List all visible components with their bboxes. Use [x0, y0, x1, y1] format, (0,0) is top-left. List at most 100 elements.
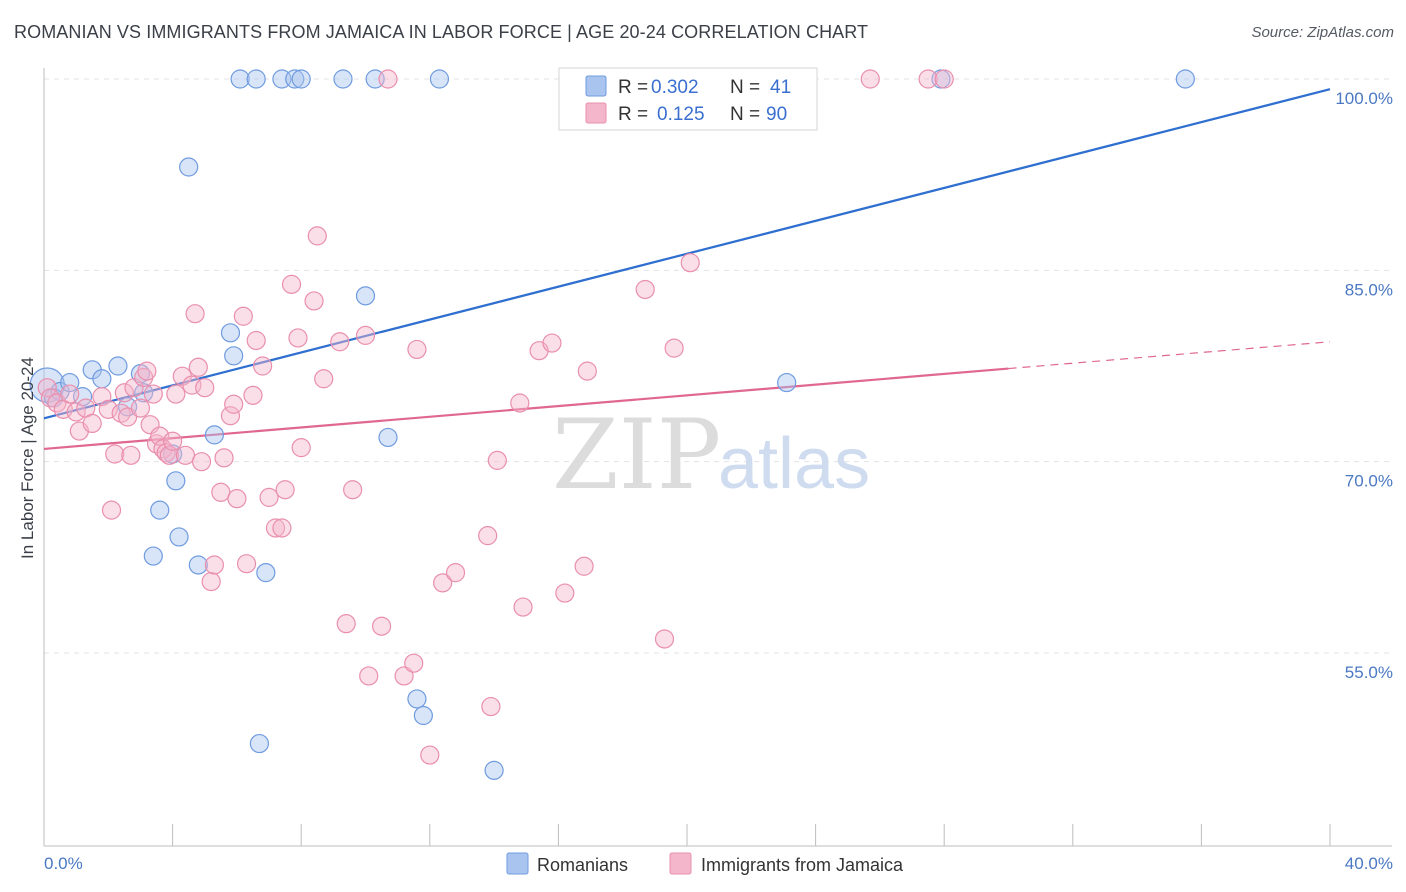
jamaica-point [233, 306, 253, 326]
series-legend-swatch-romanians [506, 852, 529, 875]
romanian-point [179, 157, 199, 177]
legend-r-label-jamaica: R = [618, 104, 648, 125]
jamaica-point [378, 69, 398, 89]
legend-n-label-jamaica: N = [730, 104, 760, 125]
jamaica-point [204, 555, 224, 575]
romanian-point [407, 689, 427, 709]
jamaica-point [236, 554, 257, 574]
y-tick-label: 100.0% [1335, 89, 1393, 108]
jamaica-point [211, 482, 231, 502]
jamaica-point [121, 445, 141, 465]
jamaica-point [137, 361, 157, 381]
x-tick-labels: 0.0% 40.0% [44, 854, 1393, 873]
jamaica-point [243, 385, 263, 405]
jamaica-point [101, 500, 122, 520]
jamaica-point [371, 616, 392, 636]
romanian-point [355, 286, 376, 306]
jamaica-point [291, 438, 311, 458]
series-legend-romanians: Romanians [537, 855, 628, 875]
series-legend-swatch-jamaica [669, 852, 692, 875]
jamaica-point [355, 325, 376, 345]
jamaica-point [150, 426, 170, 446]
romanian-point [224, 346, 244, 366]
jamaica-point [918, 69, 938, 89]
jamaica-point [394, 666, 414, 686]
romanian-point [143, 546, 163, 566]
romanian-point [92, 369, 112, 389]
source-credit: Source: ZipAtlas.com [1251, 24, 1394, 41]
jamaica-point [253, 356, 273, 376]
legend-n-value-jamaica: 90 [766, 104, 787, 125]
jamaica-point [343, 480, 363, 500]
jamaica-point [934, 69, 954, 89]
romanian-point [484, 760, 504, 780]
data-points [29, 69, 1195, 780]
stats-legend: R = 0.302 N = 41 R = 0.125 N = 90 [558, 67, 818, 131]
jamaica-point [288, 328, 308, 348]
romanian-point [429, 69, 450, 89]
jamaica-point [143, 384, 163, 404]
jamaica-point [259, 487, 279, 507]
jamaica-point [175, 445, 196, 465]
trend-line-extension-1 [1008, 341, 1331, 370]
jamaica-point [513, 597, 533, 617]
romanian-point [60, 372, 80, 393]
jamaica-point [433, 573, 453, 593]
series-legend-jamaica: Immigrants from Jamaica [701, 855, 904, 875]
jamaica-point [336, 614, 356, 634]
romanian-point [333, 69, 353, 89]
jamaica-point [635, 279, 655, 300]
y-tick-labels: 55.0% 70.0% 85.0% 100.0% [1335, 89, 1393, 682]
jamaica-point [445, 563, 466, 583]
jamaica-point [654, 629, 675, 649]
romanian-point [108, 356, 128, 376]
legend-swatch-romanians [585, 75, 607, 97]
chart-title: ROMANIAN VS IMMIGRANTS FROM JAMAICA IN L… [14, 22, 869, 42]
legend-swatch-jamaica [585, 102, 607, 124]
jamaica-point [156, 443, 176, 463]
legend-n-value-romanians: 41 [770, 77, 791, 98]
watermark: ZIP atlas [552, 399, 870, 511]
jamaica-point [420, 745, 440, 765]
romanian-point [413, 705, 433, 726]
y-tick-label: 70.0% [1345, 472, 1393, 491]
legend-r-label-romanians: R = [618, 77, 648, 98]
jamaica-point [407, 339, 427, 360]
x-tick-label: 40.0% [1345, 854, 1393, 873]
jamaica-point [220, 406, 241, 426]
y-tick-label: 85.0% [1345, 280, 1393, 299]
romanian-point [188, 555, 208, 575]
y-axis-label: In Labor Force | Age 20-24 [18, 357, 37, 559]
jamaica-point [82, 413, 102, 433]
jamaica-point [272, 518, 292, 538]
series-legend: Romanians Immigrants from Jamaica [506, 852, 904, 875]
jamaica-point [159, 445, 179, 465]
jamaica-point [542, 333, 562, 353]
axes [43, 68, 1392, 847]
romanian-point [134, 383, 154, 403]
jamaica-point [330, 332, 350, 352]
jamaica-point [304, 291, 324, 311]
jamaica-point [478, 526, 498, 546]
jamaica-point [195, 378, 215, 398]
romanian-point [150, 500, 170, 520]
romanian-point [204, 425, 224, 445]
romanian-point [230, 69, 250, 89]
jamaica-point [188, 357, 208, 377]
jamaica-point [105, 444, 125, 464]
jamaica-point [166, 384, 186, 404]
jamaica-point [163, 431, 183, 451]
jamaica-point [359, 666, 379, 686]
jamaica-point [265, 518, 286, 538]
jamaica-point [577, 361, 597, 381]
x-tick-label: 0.0% [44, 854, 83, 873]
watermark-atlas: atlas [718, 424, 870, 504]
jamaica-point [124, 378, 144, 398]
jamaica-point [574, 556, 594, 576]
romanian-point [246, 69, 266, 89]
jamaica-point [191, 452, 212, 472]
jamaica-point [860, 69, 880, 89]
jamaica-point [481, 696, 501, 717]
romanian-point [169, 527, 189, 547]
legend-n-label-romanians: N = [730, 77, 760, 98]
